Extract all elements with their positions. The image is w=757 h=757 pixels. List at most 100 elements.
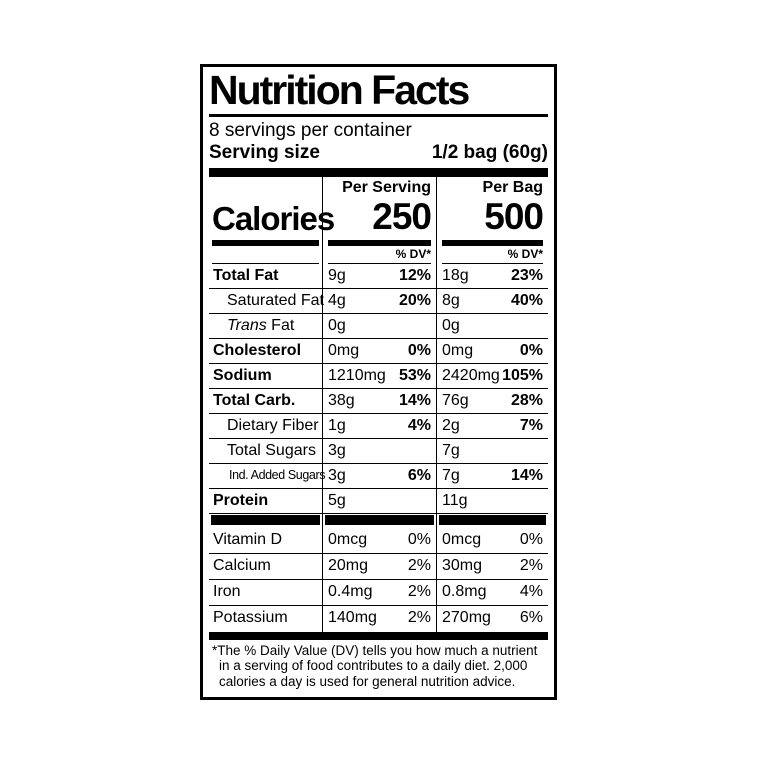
per-serving-cell: 20mg 2% — [323, 553, 437, 580]
bag-dv-percent: 4% — [519, 582, 543, 600]
nutrient-name: Protein — [209, 488, 323, 514]
bag-amount: 7g — [442, 466, 460, 484]
nutrient-name: Saturated Fat — [209, 288, 324, 314]
nutrient-name: Iron — [209, 579, 323, 606]
per-bag-cell: 8g 40% — [437, 289, 548, 314]
label-title: Nutrition Facts — [209, 67, 470, 113]
per-bag-cell: 2g 7% — [437, 414, 548, 439]
calories-label: Calories — [212, 199, 335, 237]
serving-size-label: Serving size — [209, 141, 320, 163]
nutrient-name: Ind. Added Sugars — [209, 463, 325, 489]
per-serving-underline — [328, 239, 431, 246]
per-bag-cell: 30mg 2% — [437, 554, 548, 580]
serving-amount: 0g — [328, 316, 346, 334]
per-bag-cell: 0.8mg 4% — [437, 580, 548, 606]
section-bar-top — [209, 167, 548, 177]
per-serving-cell: 140mg 2% — [323, 605, 437, 632]
per-serving-cell: 4g 20% — [323, 288, 437, 314]
table-row: Vitamin D 0mcg 0% 0mcg 0% — [209, 527, 548, 554]
serving-amount: 20mg — [328, 556, 369, 574]
vitamin-rows: Vitamin D 0mcg 0% 0mcg 0% Calcium 20mg 2… — [209, 527, 548, 632]
per-serving-cell: 3g — [323, 438, 437, 464]
per-serving-cell: 0.4mg 2% — [323, 579, 437, 606]
serving-amount: 3g — [328, 441, 346, 459]
bag-amount: 8g — [442, 291, 460, 309]
per-bag-cell: 7g 14% — [437, 464, 548, 489]
bag-amount: 7g — [442, 441, 460, 459]
bag-amount: 0mcg — [442, 530, 482, 548]
per-serving-header: Per Serving — [342, 178, 431, 196]
per-bag-cell: 18g 23% — [437, 264, 548, 289]
bag-amount: 0.8mg — [442, 582, 487, 600]
nutrient-name: Cholesterol — [209, 338, 323, 364]
nutrient-name: Calcium — [209, 553, 323, 580]
per-bag-underline — [442, 239, 543, 246]
nutrition-facts-label: Nutrition Facts 8 servings per container… — [200, 64, 557, 700]
per-serving-cell: 1210mg 53% — [323, 363, 437, 389]
bag-dv-percent: 2% — [519, 556, 543, 574]
serving-dv-percent: 20% — [398, 291, 431, 309]
table-row: Total Fat 9g 12% 18g 23% — [209, 263, 548, 289]
nutrient-name: Total Fat — [209, 263, 323, 289]
table-row: Total Sugars 3g 7g — [209, 438, 548, 464]
bag-amount: 30mg — [442, 556, 483, 574]
bar-segment — [323, 513, 437, 528]
serving-dv-percent: 2% — [407, 582, 431, 600]
serving-dv-percent: 0% — [407, 341, 431, 359]
footnote: *The % Daily Value (DV) tells you how mu… — [212, 642, 538, 689]
serving-amount: 0mcg — [328, 530, 368, 548]
section-bar-middle — [209, 513, 548, 528]
nutrient-name: Vitamin D — [209, 527, 323, 554]
per-serving-cell: 5g — [323, 488, 437, 514]
per-bag-cell: 0mg 0% — [437, 339, 548, 364]
bar-segment — [209, 513, 323, 528]
bag-amount: 2420mg — [442, 366, 500, 384]
serving-dv-percent: 12% — [398, 266, 431, 284]
serving-size-row: Serving size 1/2 bag (60g) — [209, 142, 548, 164]
per-bag-cell: 2420mg 105% — [437, 364, 548, 389]
bag-amount: 76g — [442, 391, 469, 409]
per-bag-cell: 7g — [437, 439, 548, 464]
bag-amount: 0mg — [442, 341, 474, 359]
nutrient-rows: Total Fat 9g 12% 18g 23% Saturated Fat 4… — [209, 263, 548, 514]
serving-size-value: 1/2 bag (60g) — [431, 141, 548, 163]
per-serving-cell: 38g 14% — [323, 388, 437, 414]
bag-amount: 270mg — [442, 608, 491, 626]
table-row: Potassium 140mg 2% 270mg 6% — [209, 605, 548, 632]
section-bar-bottom — [209, 631, 548, 640]
serving-amount: 5g — [328, 491, 346, 509]
nutrient-name: Potassium — [209, 605, 323, 632]
title-divider — [209, 113, 548, 117]
calories-per-bag-value: 500 — [484, 195, 544, 237]
table-row: Saturated Fat 4g 20% 8g 40% — [209, 288, 548, 314]
nutrient-name: Total Sugars — [209, 438, 323, 464]
bag-amount: 18g — [442, 266, 469, 284]
bag-amount: 11g — [442, 491, 468, 509]
per-bag-column-head: Per Bag 500 % DV* — [437, 177, 548, 264]
per-bag-cell: 0g — [437, 314, 548, 339]
table-row: Dietary Fiber 1g 4% 2g 7% — [209, 413, 548, 439]
bag-dv-percent: 40% — [510, 291, 543, 309]
serving-amount: 1g — [328, 416, 346, 434]
servings-per-container: 8 servings per container — [209, 119, 412, 141]
bag-dv-percent: 7% — [519, 416, 543, 434]
nutrient-name: Total Carb. — [209, 388, 323, 414]
nutrient-name: Sodium — [209, 363, 323, 389]
table-row: Protein 5g 11g — [209, 488, 548, 514]
calories-cell: Calories — [209, 176, 335, 264]
serving-dv-percent: 0% — [407, 530, 431, 548]
serving-amount: 4g — [328, 291, 346, 309]
table-row: Ind. Added Sugars 3g 6% 7g 14% — [209, 463, 548, 489]
table-row: Calcium 20mg 2% 30mg 2% — [209, 553, 548, 580]
table-row: Total Carb. 38g 14% 76g 28% — [209, 388, 548, 414]
nutrient-name: Trans Fat — [209, 313, 323, 339]
bag-amount: 2g — [442, 416, 460, 434]
per-serving-cell: 3g 6% — [323, 463, 437, 489]
bag-dv-percent: 28% — [510, 391, 543, 409]
per-bag-header: Per Bag — [482, 178, 543, 196]
serving-amount: 9g — [328, 266, 346, 284]
bag-dv-percent: 14% — [510, 466, 543, 484]
bag-dv-percent: 0% — [519, 341, 543, 359]
serving-amount: 38g — [328, 391, 355, 409]
table-row: Trans Fat 0g 0g — [209, 313, 548, 339]
